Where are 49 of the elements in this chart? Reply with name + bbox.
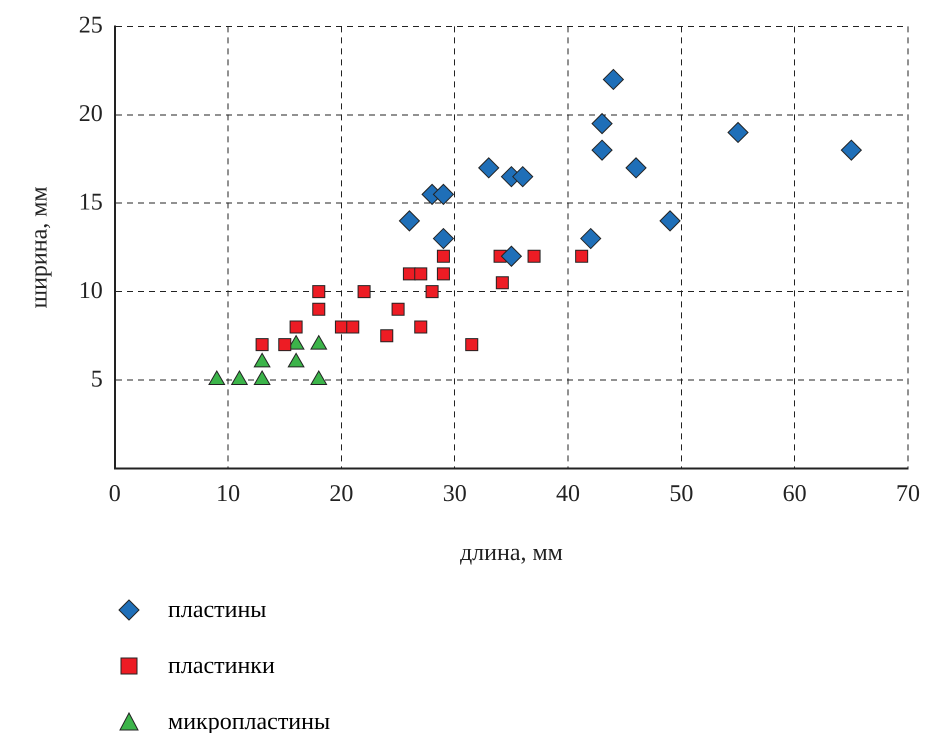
point	[312, 285, 326, 298]
point	[436, 267, 450, 280]
y-tick-label: 20	[78, 101, 103, 128]
x-axis-title: длина, мм	[460, 540, 563, 566]
point	[592, 140, 613, 161]
point	[346, 320, 360, 334]
point	[398, 210, 420, 232]
point	[512, 166, 534, 188]
x-tick-label: 40	[556, 481, 580, 508]
y-axis-title: ширина, мм	[26, 186, 53, 308]
point	[256, 338, 269, 352]
point	[426, 285, 439, 298]
point	[728, 122, 749, 143]
point	[496, 276, 509, 290]
x-tick-label: 10	[216, 481, 240, 508]
y-tick-label: 5	[90, 366, 103, 392]
y-tick-label: 25	[78, 12, 103, 39]
point	[465, 338, 478, 352]
x-tick-label: 20	[329, 481, 354, 508]
point	[432, 228, 454, 250]
x-tick-label: 50	[669, 481, 694, 508]
point	[478, 157, 500, 178]
point	[580, 228, 602, 250]
point	[278, 338, 292, 352]
point	[436, 250, 450, 263]
x-tick-label: 0	[108, 481, 121, 508]
point	[290, 320, 303, 334]
point	[414, 267, 428, 280]
y-tick-label: 10	[78, 278, 103, 304]
point	[528, 250, 541, 263]
x-tick-label: 70	[896, 481, 920, 508]
point	[432, 184, 454, 205]
legend-label: пластинки	[168, 652, 275, 680]
point	[414, 320, 428, 334]
point	[392, 302, 405, 316]
point	[500, 246, 522, 267]
point	[592, 113, 613, 134]
point	[312, 302, 326, 316]
point	[380, 329, 394, 342]
y-tick-label: 15	[78, 189, 103, 216]
point	[575, 250, 588, 263]
point	[840, 140, 862, 161]
point	[660, 210, 681, 232]
legend-label: пластины	[168, 596, 266, 624]
point	[626, 157, 647, 178]
point	[602, 68, 624, 90]
x-tick-label: 30	[442, 481, 467, 508]
point	[358, 285, 371, 298]
x-tick-label: 60	[782, 481, 807, 508]
